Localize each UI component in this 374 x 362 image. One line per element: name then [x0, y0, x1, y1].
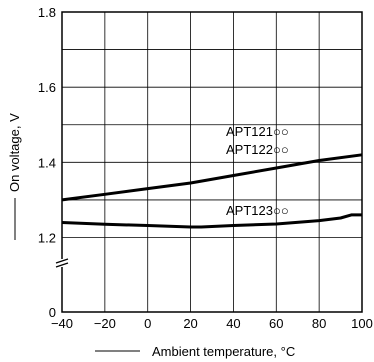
x-axis-title-group: Ambient temperature, °C [95, 344, 295, 359]
x-tick-label: −20 [94, 316, 116, 331]
y-axis-title-group: On voltage, V [7, 113, 22, 240]
x-tick-labels: −40 −20 0 20 40 60 80 100 [51, 316, 373, 331]
y-axis-title: On voltage, V [7, 113, 22, 192]
axis-break-gap [56, 259, 68, 267]
y-tick-label: 1.6 [38, 80, 56, 95]
y-tick-label: 0 [49, 305, 56, 320]
plot-frame [61, 11, 363, 313]
series-labels: APT121○○ APT122○○ APT123○○ [226, 124, 289, 218]
axis-break-mark [55, 262, 69, 268]
y-axis-break [55, 258, 69, 268]
x-tick-label: 60 [269, 316, 283, 331]
axis-break-mark [55, 258, 69, 264]
x-tick-label: 40 [226, 316, 240, 331]
x-tick-label: −40 [51, 316, 73, 331]
x-axis-title: Ambient temperature, °C [152, 344, 295, 359]
x-tick-label: 100 [351, 316, 373, 331]
y-tick-labels: 0 1.2 1.4 1.6 1.8 [38, 5, 56, 320]
series-label-1: APT122○○ [226, 142, 289, 157]
series-group [61, 153, 363, 229]
series-line-1 [61, 153, 363, 202]
y-tick-label: 1.2 [38, 231, 56, 246]
series-line-2 [61, 213, 362, 229]
y-tick-label: 1.4 [38, 155, 56, 170]
x-tick-label: 80 [312, 316, 326, 331]
x-tick-label: 0 [144, 316, 151, 331]
x-tick-label: 20 [183, 316, 197, 331]
series-label-1: APT121○○ [226, 124, 289, 139]
series-label-2: APT123○○ [226, 203, 289, 218]
y-tick-label: 1.8 [38, 5, 56, 20]
